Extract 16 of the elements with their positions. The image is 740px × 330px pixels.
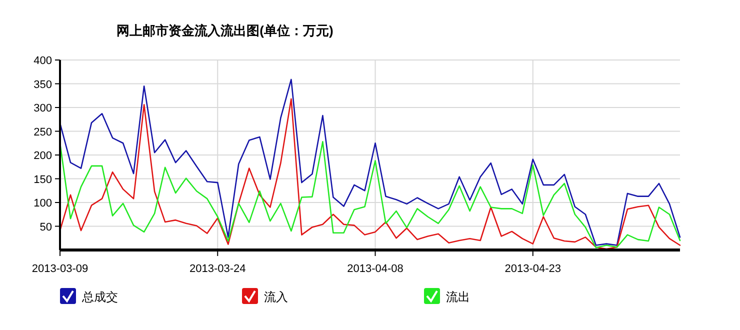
legend-label: 总成交 (81, 290, 118, 304)
y-tick-label: 100 (34, 198, 52, 210)
chart-title: 网上邮市资金流入流出图(单位：万元) (116, 23, 334, 38)
x-tick-label: 2013-04-08 (347, 263, 404, 275)
legend-label: 流出 (446, 290, 470, 304)
y-tick-label: 50 (40, 221, 52, 234)
x-tick-label: 2013-03-09 (32, 263, 88, 275)
y-tick-label: 400 (34, 55, 52, 67)
y-tick-label: 300 (34, 102, 52, 114)
x-tick-label: 2013-04-23 (504, 263, 562, 275)
y-tick-label: 250 (34, 126, 52, 138)
legend-label: 流入 (264, 290, 288, 304)
y-tick-label: 150 (34, 174, 52, 186)
y-tick-label: 350 (34, 78, 52, 91)
y-tick-label: 200 (34, 150, 52, 162)
x-tick-label: 2013-03-24 (189, 263, 246, 275)
